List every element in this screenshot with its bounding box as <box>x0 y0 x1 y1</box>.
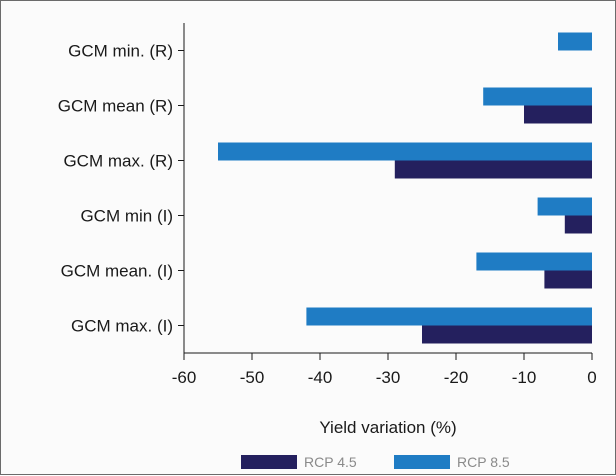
legend: RCP 4.5 RCP 8.5 <box>241 454 510 470</box>
bar-rcp-8-5-1 <box>483 87 592 106</box>
bar-rcp-4-5-3 <box>564 215 592 234</box>
bar-rcp-4-5-1 <box>524 105 592 124</box>
x-tick-label: -20 <box>444 368 469 387</box>
bars-layer <box>218 32 592 344</box>
bar-rcp-4-5-4 <box>544 270 592 289</box>
x-tick-label: 0 <box>587 368 596 387</box>
legend-swatch-rcp-4-5 <box>241 455 297 469</box>
category-label: GCM mean (R) <box>58 97 173 116</box>
axes-layer <box>178 23 593 360</box>
bar-rcp-8-5-2 <box>218 142 592 161</box>
category-label: GCM mean. (I) <box>61 262 173 281</box>
category-label: GCM min. (R) <box>68 42 173 61</box>
x-tick-label: -40 <box>308 368 333 387</box>
legend-swatch-rcp-8-5 <box>394 455 450 469</box>
x-tick-label: -30 <box>376 368 401 387</box>
category-label: GCM max. (I) <box>71 317 173 336</box>
bar-rcp-8-5-3 <box>537 197 592 216</box>
legend-label-rcp-4-5: RCP 4.5 <box>304 454 357 470</box>
category-label: GCM max. (R) <box>63 152 173 171</box>
x-axis-title: Yield variation (%) <box>319 418 456 437</box>
x-tick-label: -50 <box>240 368 265 387</box>
bar-rcp-4-5-2 <box>394 160 592 179</box>
labels-layer: GCM min. (R) GCM mean (R) GCM max. (R) GCM … <box>58 42 597 388</box>
bar-rcp-8-5-5 <box>306 307 592 326</box>
x-tick-label: -10 <box>512 368 537 387</box>
legend-label-rcp-8-5: RCP 8.5 <box>457 454 510 470</box>
bar-rcp-4-5-5 <box>422 325 592 344</box>
bar-rcp-8-5-4 <box>476 252 592 271</box>
bar-rcp-8-5-0 <box>558 32 592 51</box>
category-label: GCM min (I) <box>80 207 173 226</box>
x-tick-label: -60 <box>172 368 197 387</box>
